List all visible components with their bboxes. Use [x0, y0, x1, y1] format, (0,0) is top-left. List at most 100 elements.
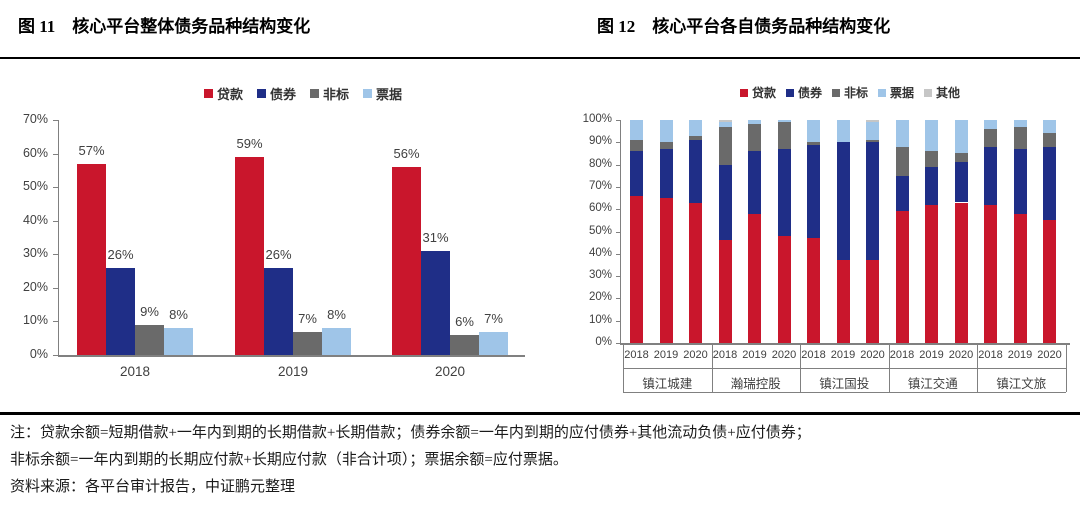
table-group-separator [1065, 343, 1067, 392]
segment-非标-镇江文旅-2020 [1043, 133, 1056, 147]
y-tick-label: 30% [588, 269, 612, 282]
segment-票据-瀚瑞控股-2020 [777, 120, 791, 123]
year-label: 2020 [948, 349, 974, 361]
segment-贷款-镇江国投-2020 [866, 260, 879, 343]
year-label: 2019 [919, 349, 944, 361]
y-tick-label: 10% [22, 313, 48, 328]
data-label-非标-2018: 9% [140, 303, 159, 319]
segment-票据-镇江国投-2020 [866, 122, 879, 141]
legend-swatch-债券 [256, 89, 266, 98]
segment-非标-镇江交通-2019 [925, 151, 938, 167]
segment-贷款-镇江城建-2019 [659, 198, 673, 343]
platform-label: 镇江文旅 [996, 377, 1047, 391]
y-tick-mark [616, 120, 620, 121]
bottom-divider-line [0, 412, 1080, 415]
y-tick-mark [53, 220, 58, 222]
chart-per-platform-debt-structure: 贷款 债券 非标 票据 其他 0% 10% 20% 30% 40% 50% 60% 70% 80% 90%… [560, 62, 1080, 410]
table-group-separator [711, 343, 713, 392]
bar-非标-2020 [450, 334, 479, 355]
year-label: 2020 [1037, 349, 1062, 361]
figure-12-title: 图 12 核心平台各自债务品种结构变化 [597, 17, 891, 36]
legend-swatch-非标 [831, 88, 840, 97]
data-label-票据-2018: 8% [169, 307, 188, 323]
data-label-贷款-2018: 57% [78, 142, 105, 158]
bar-票据-2020 [479, 331, 508, 355]
data-label-债券-2020: 31% [422, 229, 449, 245]
segment-票据-瀚瑞控股-2019 [748, 120, 761, 125]
segment-债券-瀚瑞控股-2018 [718, 164, 732, 241]
data-label-贷款-2019: 59% [236, 135, 263, 151]
segment-贷款-瀚瑞控股-2020 [777, 235, 791, 343]
segment-债券-镇江交通-2020 [954, 162, 968, 203]
chart-overall-debt-structure: 贷款 债券 非标 票据 0% 10% 20% 30% 40% 50% 60% 70% 57% 26% 9%… [8, 62, 538, 410]
segment-非标-镇江国投-2020 [866, 140, 879, 143]
bar-债券-2019 [264, 267, 293, 355]
legend-item-票据: 票据 [878, 84, 914, 101]
segment-其他-镇江国投-2020 [866, 120, 879, 123]
year-label: 2018 [889, 349, 915, 361]
bar-债券-2018 [106, 267, 135, 355]
year-label: 2018 [801, 349, 826, 361]
y-tick-label: 0% [29, 347, 48, 361]
legend-label-非标: 非标 [323, 87, 350, 102]
platform-label: 镇江交通 [907, 377, 958, 391]
data-label-债券-2018: 26% [107, 246, 134, 262]
year-label: 2020 [683, 349, 708, 361]
year-label: 2020 [771, 349, 797, 361]
x-axis-line [58, 355, 525, 357]
bar-票据-2018 [164, 328, 193, 355]
table-group-separator [623, 343, 624, 392]
year-label: 2018 [978, 349, 1003, 361]
bar-贷款-2019 [235, 156, 264, 355]
legend-item-非标: 非标 [831, 84, 868, 101]
legend-label-非标: 非标 [843, 86, 868, 100]
year-label: 2018 [624, 349, 649, 361]
legend-swatch-票据 [878, 88, 886, 97]
y-axis-line [620, 120, 621, 343]
data-label-票据-2020: 7% [484, 310, 503, 326]
legend-label-贷款: 贷款 [751, 86, 776, 100]
y-tick-mark [616, 231, 620, 233]
year-label: 2019 [830, 349, 856, 361]
data-label-贷款-2020: 56% [393, 146, 420, 161]
table-bottom-line [623, 392, 1066, 393]
y-tick-mark [616, 253, 620, 255]
table-group-separator [800, 343, 801, 392]
bar-贷款-2018 [77, 163, 106, 355]
segment-票据-镇江交通-2020 [954, 120, 968, 154]
data-label-债券-2019: 26% [265, 246, 292, 262]
platform-label: 瀚瑞控股 [730, 377, 781, 391]
segment-贷款-镇江交通-2020 [954, 202, 968, 343]
y-tick-label: 90% [588, 135, 612, 148]
y-tick-mark [53, 287, 58, 289]
bar-非标-2018 [135, 324, 164, 355]
segment-非标-瀚瑞控股-2019 [748, 124, 761, 152]
x-axis-line [620, 343, 1070, 345]
segment-债券-镇江交通-2018 [895, 175, 909, 212]
platform-label: 镇江城建 [642, 377, 693, 391]
y-tick-mark [53, 187, 58, 189]
legend-swatch-贷款 [739, 88, 748, 97]
segment-非标-镇江文旅-2019 [1013, 126, 1027, 149]
segment-贷款-镇江城建-2018 [630, 195, 643, 343]
legend-item-债券: 债券 [256, 84, 296, 103]
segment-非标-镇江交通-2018 [895, 146, 909, 176]
segment-非标-镇江城建-2018 [630, 140, 643, 152]
legend-item-票据: 票据 [363, 84, 402, 103]
table-group-separator [888, 343, 890, 392]
segment-贷款-镇江文旅-2020 [1043, 220, 1056, 343]
figure-11-title: 图 11 核心平台整体债务品种结构变化 [18, 17, 311, 36]
segment-票据-镇江国投-2018 [807, 120, 820, 143]
bar-票据-2019 [322, 328, 351, 355]
y-tick-label: 0% [595, 336, 612, 348]
segment-非标-镇江国投-2018 [807, 142, 820, 145]
legend-label-债券: 债券 [797, 86, 822, 100]
y-tick-mark [53, 321, 58, 323]
year-label: 2019 [742, 349, 767, 361]
segment-贷款-瀚瑞控股-2018 [718, 240, 732, 343]
y-tick-label: 70% [22, 112, 48, 126]
year-label: 2019 [653, 349, 679, 361]
legend-per-platform: 贷款 债券 非标 票据 其他 [620, 84, 1080, 101]
segment-债券-镇江国投-2020 [866, 142, 879, 261]
